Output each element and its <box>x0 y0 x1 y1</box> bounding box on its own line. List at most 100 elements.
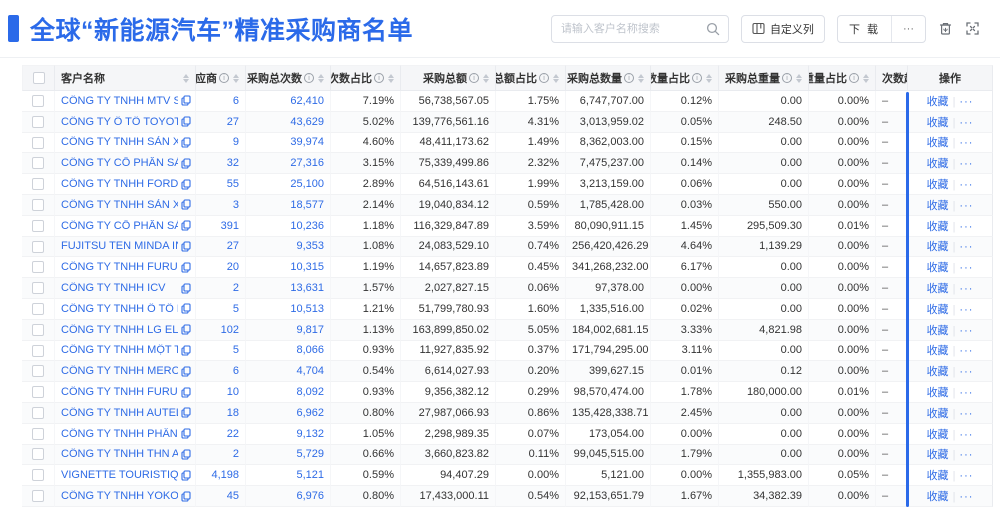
copy-icon[interactable] <box>181 324 191 335</box>
cell-purchase-count[interactable]: 43,629 <box>246 111 331 133</box>
cell-supplier[interactable]: 45 <box>196 486 246 507</box>
copy-icon[interactable] <box>181 407 191 418</box>
cell-supplier[interactable]: 10 <box>196 382 246 403</box>
col-header-name[interactable]: 客户名称 <box>55 65 196 91</box>
customer-name-link[interactable]: CÔNG TY CỔ PHẦN SẢN XUẤT... <box>61 219 178 232</box>
copy-icon[interactable] <box>181 386 191 398</box>
favorite-button[interactable]: 收藏 <box>926 241 949 254</box>
favorite-button[interactable]: 收藏 <box>926 179 949 192</box>
col-header-count-pct[interactable]: 次数占比 i <box>331 65 401 91</box>
customer-name-link[interactable]: CÔNG TY TNHH FURUKAWA A... <box>61 386 178 399</box>
favorite-button[interactable]: 收藏 <box>926 283 949 296</box>
row-checkbox[interactable] <box>32 136 44 149</box>
copy-icon[interactable] <box>181 158 191 169</box>
row-more-button[interactable]: ··· <box>959 449 974 462</box>
customer-name-link[interactable]: CÔNG TY Ô TÔ TOYOTA VIỆT ... <box>61 115 178 128</box>
row-checkbox[interactable] <box>32 427 44 440</box>
copy-icon[interactable] <box>181 137 191 148</box>
cell-purchase-count[interactable]: 27,316 <box>246 153 331 175</box>
favorite-button[interactable]: 收藏 <box>926 366 949 379</box>
cell-supplier[interactable]: 6 <box>196 361 246 383</box>
search-box[interactable] <box>550 14 729 43</box>
row-more-button[interactable]: ··· <box>959 470 974 483</box>
fullscreen-icon[interactable] <box>965 21 980 36</box>
favorite-button[interactable]: 收藏 <box>926 449 949 462</box>
sort-carets-icon[interactable] <box>183 73 189 83</box>
cell-purchase-count[interactable]: 4,704 <box>246 361 331 383</box>
copy-icon[interactable] <box>181 179 191 190</box>
sort-carets-icon[interactable] <box>388 73 394 83</box>
row-checkbox[interactable] <box>32 302 44 315</box>
row-checkbox[interactable] <box>32 240 44 253</box>
col-header-purchase-weight[interactable]: 采购总重量 i <box>719 65 809 91</box>
row-more-button[interactable]: ··· <box>959 199 974 212</box>
cell-supplier[interactable]: 5 <box>196 298 246 320</box>
col-header-weight-pct[interactable]: 重量占比i <box>809 65 876 91</box>
cell-supplier[interactable]: 2 <box>196 278 246 299</box>
cell-purchase-count[interactable]: 9,817 <box>246 319 331 341</box>
favorite-button[interactable]: 收藏 <box>926 220 949 233</box>
info-icon[interactable]: i <box>692 73 702 83</box>
info-icon[interactable]: i <box>219 73 229 83</box>
cell-purchase-count[interactable]: 6,976 <box>246 486 331 507</box>
favorite-button[interactable]: 收藏 <box>926 95 949 108</box>
info-icon[interactable]: i <box>374 73 384 83</box>
customer-name-link[interactable]: CÔNG TY TNHH MERCEDES-B... <box>61 365 178 378</box>
favorite-button[interactable]: 收藏 <box>926 116 949 129</box>
cell-purchase-count[interactable]: 10,315 <box>246 257 331 279</box>
cell-purchase-count[interactable]: 62,410 <box>246 91 331 112</box>
download-button[interactable]: 下 载 <box>848 23 880 36</box>
sort-carets-icon[interactable] <box>483 73 489 83</box>
cell-purchase-count[interactable]: 6,962 <box>246 402 331 424</box>
col-header-purchase-qty[interactable]: 采购总数量 i <box>566 65 651 91</box>
row-more-button[interactable]: ··· <box>959 283 974 296</box>
customize-columns-button[interactable]: 自定义列 <box>740 14 825 43</box>
cell-purchase-count[interactable]: 25,100 <box>246 174 331 195</box>
customer-name-link[interactable]: CÔNG TY CỔ PHẦN SẢN XUẤT... <box>61 157 178 170</box>
row-more-button[interactable]: ··· <box>959 324 974 337</box>
customer-name-link[interactable]: CÔNG TY TNHH LG ELECTRON... <box>61 323 178 336</box>
row-more-button[interactable]: ··· <box>959 428 974 441</box>
cell-supplier[interactable]: 3 <box>196 194 246 216</box>
cell-supplier[interactable]: 20 <box>196 257 246 279</box>
row-more-button[interactable]: ··· <box>959 158 974 171</box>
cell-purchase-count[interactable]: 5,121 <box>246 465 331 487</box>
customer-name-link[interactable]: FUJITSU TEN MINDA INDIA PVT... <box>61 240 178 253</box>
row-checkbox[interactable] <box>32 178 44 191</box>
row-checkbox[interactable] <box>32 198 44 211</box>
favorite-button[interactable]: 收藏 <box>926 199 949 212</box>
row-more-button[interactable]: ··· <box>959 137 974 150</box>
cell-purchase-count[interactable]: 10,236 <box>246 215 331 237</box>
sort-carets-icon[interactable] <box>638 73 644 83</box>
info-icon[interactable]: i <box>782 73 792 83</box>
sort-carets-icon[interactable] <box>318 73 324 83</box>
row-more-button[interactable]: ··· <box>959 241 974 254</box>
cell-purchase-count[interactable]: 5,729 <box>246 444 331 466</box>
row-checkbox[interactable] <box>32 94 44 107</box>
copy-icon[interactable] <box>181 220 191 231</box>
cell-purchase-count[interactable]: 8,092 <box>246 382 331 403</box>
row-more-button[interactable]: ··· <box>959 387 974 400</box>
favorite-button[interactable]: 收藏 <box>926 345 949 358</box>
copy-icon[interactable] <box>181 449 191 460</box>
favorite-button[interactable]: 收藏 <box>926 387 949 400</box>
row-checkbox[interactable] <box>32 490 44 503</box>
copy-icon[interactable] <box>181 116 191 127</box>
row-more-button[interactable]: ··· <box>959 179 974 192</box>
sort-carets-icon[interactable] <box>553 73 559 83</box>
cell-purchase-count[interactable]: 9,353 <box>246 236 331 258</box>
favorite-button[interactable]: 收藏 <box>926 158 949 171</box>
row-checkbox[interactable] <box>32 115 44 128</box>
info-icon[interactable]: i <box>469 73 479 83</box>
row-more-button[interactable]: ··· <box>959 345 974 358</box>
cell-purchase-count[interactable]: 9,132 <box>246 423 331 445</box>
info-icon[interactable]: i <box>304 73 314 83</box>
cell-purchase-count[interactable]: 13,631 <box>246 278 331 299</box>
cell-purchase-count[interactable]: 18,577 <box>246 194 331 216</box>
customer-name-link[interactable]: CÔNG TY TNHH AUTEL VIỆT N... <box>61 406 178 419</box>
row-more-button[interactable]: ··· <box>959 366 974 379</box>
info-icon[interactable]: i <box>539 73 549 83</box>
row-checkbox[interactable] <box>32 261 44 274</box>
row-more-button[interactable]: ··· <box>959 262 974 275</box>
cell-supplier[interactable]: 5 <box>196 340 246 362</box>
